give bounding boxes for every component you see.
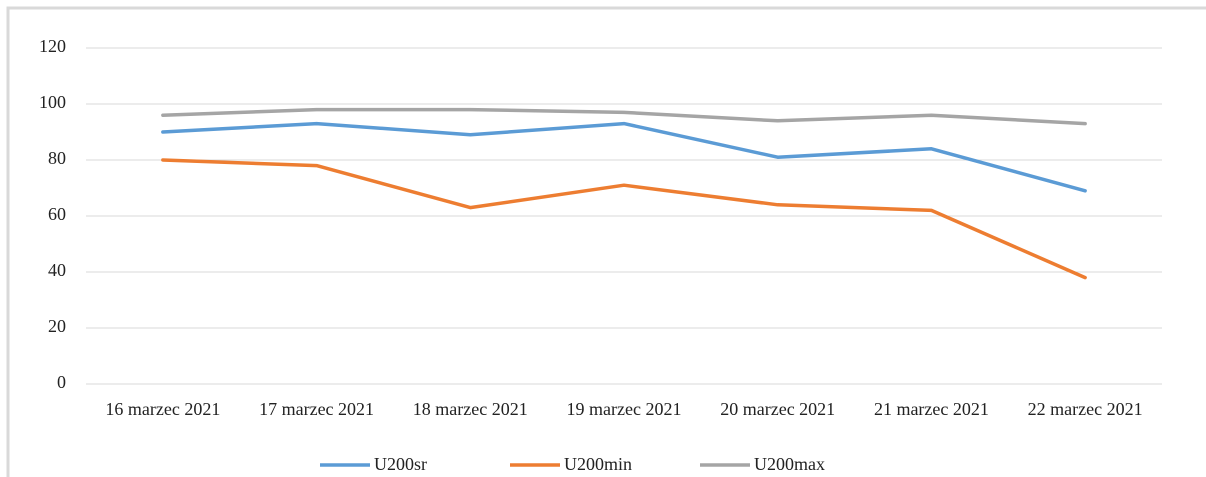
series-line: [161, 107, 1087, 126]
y-tick-label: 20: [48, 316, 66, 336]
legend-label: U200sr: [374, 454, 427, 474]
legend-label: U200min: [564, 454, 632, 474]
frame: [6, 6, 1206, 477]
x-tick-label: 17 marzec 2021: [259, 399, 374, 419]
y-tick-label: 120: [39, 36, 66, 56]
x-tick-label: 16 marzec 2021: [105, 399, 220, 419]
x-tick-label: 20 marzec 2021: [720, 399, 835, 419]
x-tick-label: 19 marzec 2021: [567, 399, 682, 419]
x-tick-label: 22 marzec 2021: [1028, 399, 1143, 419]
y-tick-label: 100: [39, 92, 66, 112]
y-tick-label: 80: [48, 148, 66, 168]
series-line: [161, 121, 1087, 193]
x-tick-label: 21 marzec 2021: [874, 399, 989, 419]
legend-label: U200max: [754, 454, 825, 474]
x-tick-label: 18 marzec 2021: [413, 399, 528, 419]
y-tick-label: 40: [48, 260, 66, 280]
y-tick-label: 60: [48, 204, 66, 224]
y-tick-label: 0: [57, 372, 66, 392]
series-line: [161, 158, 1087, 280]
